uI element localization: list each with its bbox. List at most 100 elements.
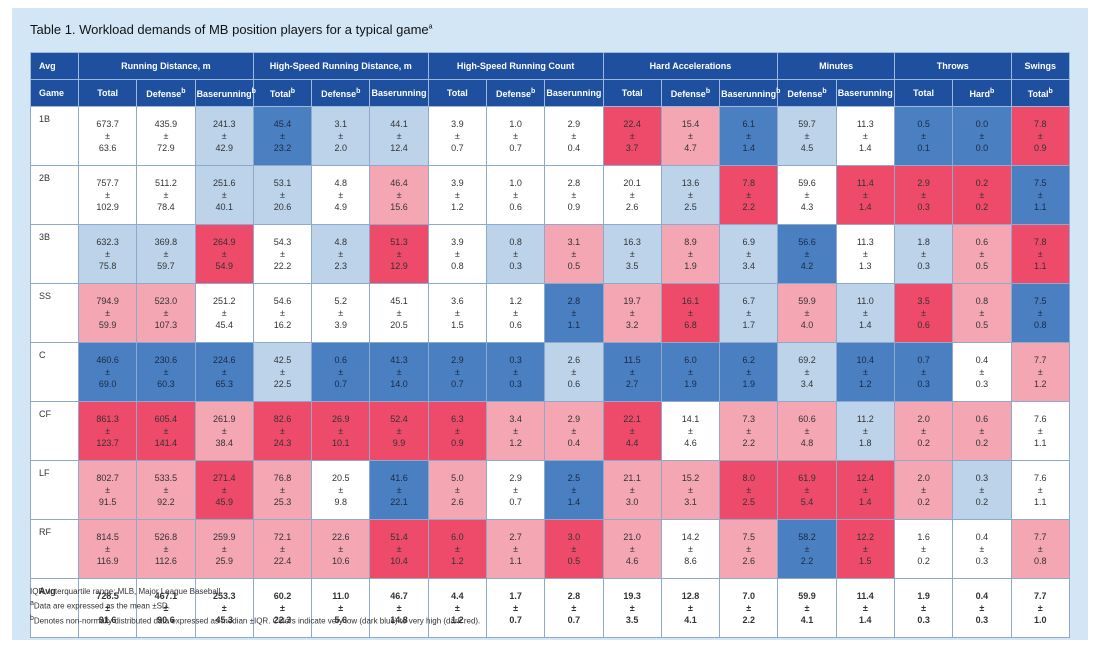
cell-sd: 59.9	[98, 320, 117, 330]
cell-mean: 1.0	[509, 178, 522, 188]
cell-pm: ±	[513, 603, 519, 613]
cell-pm: ±	[221, 249, 227, 259]
cell-sd: 0.1	[917, 143, 930, 153]
cell-pm: ±	[454, 544, 460, 554]
data-cell: 11.0 ±5.6	[311, 578, 371, 638]
cell-mean: 6.9	[742, 237, 755, 247]
cell-mean: 3.1	[567, 237, 581, 247]
subheader-label: Total	[97, 88, 119, 98]
subheader-cell: Defenseb	[136, 79, 196, 107]
cell-mean: 0.8	[509, 237, 522, 247]
cell-pm: ±	[105, 544, 111, 554]
cell-mean: 7.7	[1033, 355, 1047, 365]
data-cell: 0.8 ±0.5	[952, 283, 1012, 343]
cell-mean: 2.9	[567, 414, 581, 424]
cell-mean: 632.3	[96, 237, 119, 247]
subheader-label: Game	[39, 88, 65, 98]
cell-mean: 76.8	[273, 473, 292, 483]
cell-pm: ±	[163, 603, 169, 613]
title-text: Table 1. Workload demands of MB position…	[30, 22, 429, 37]
row-label: 3B	[30, 224, 79, 284]
cell-sd: 91.5	[98, 497, 117, 507]
subheader-sup: b	[181, 87, 186, 95]
cell-pm: ±	[338, 308, 344, 318]
cell-sd: 16.2	[273, 320, 292, 330]
cell-pm: ±	[979, 131, 985, 141]
cell-pm: ±	[454, 603, 460, 613]
cell-mean: 241.3	[212, 119, 236, 129]
cell-pm: ±	[629, 544, 635, 554]
data-cell: 7.6 ±1.1	[1010, 460, 1070, 520]
cell-pm: ±	[629, 249, 635, 259]
cell-pm: ±	[396, 485, 402, 495]
cell-pm: ±	[979, 603, 985, 613]
data-cell: 53.1 ±20.6	[252, 165, 313, 225]
cell-mean: 794.9	[96, 296, 119, 306]
data-cell: 4.8 ±4.9	[311, 165, 371, 225]
cell-pm: ±	[105, 367, 111, 377]
cell-mean: 1.0	[509, 119, 522, 129]
data-cell: 12.8 ±4.1	[660, 578, 721, 638]
cell-mean: 11.0	[332, 591, 350, 601]
data-cell: 72.1 ±22.4	[252, 519, 313, 579]
cell-pm: ±	[221, 190, 227, 200]
cell-sd: 45.9	[215, 497, 233, 507]
cell-mean: 0.5	[917, 119, 930, 129]
cell-sd: 3.5	[625, 261, 639, 271]
cell-mean: 533.5	[154, 473, 178, 483]
cell-sd: 1.1	[1033, 438, 1047, 448]
cell-pm: ±	[105, 426, 111, 436]
cell-pm: ±	[921, 426, 927, 436]
subheader-sup: b	[356, 87, 361, 95]
cell-pm: ±	[862, 131, 868, 141]
data-row: 3B 632.3 ±75.8 369.8 ±59.7 264.9 ±54.9 54.3 ±22.…	[30, 224, 1070, 284]
cell-mean: 5.2	[334, 296, 348, 306]
cell-mean: 523.0	[154, 296, 178, 306]
cell-sd: 3.4	[800, 379, 814, 389]
data-cell: 14.2 ±8.6	[660, 519, 721, 579]
cell-sd: 10.1	[332, 438, 350, 448]
cell-sd: 0.4	[567, 438, 581, 448]
data-row: 2B 757.7 ±102.9 511.2 ±78.4 251.6 ±40.1 53.1 ±20…	[30, 165, 1070, 225]
cell-mean: 45.4	[273, 119, 292, 129]
cell-sd: 69.0	[98, 379, 117, 389]
cell-sd: 0.3	[917, 261, 930, 271]
data-cell: 22.6 ±10.6	[311, 519, 371, 579]
cell-mean: 5.0	[451, 473, 464, 483]
cell-sd: 1.4	[859, 202, 872, 212]
data-cell: 56.6 ±4.2	[777, 224, 837, 284]
data-cell: 14.1 ±4.6	[660, 401, 721, 461]
cell-pm: ±	[804, 367, 810, 377]
cell-sd: 6.8	[684, 320, 697, 330]
table-panel: Table 1. Workload demands of MB position…	[12, 8, 1088, 640]
data-cell: 460.6 ±69.0	[77, 342, 138, 402]
cell-mean: 12.8	[681, 591, 700, 601]
cell-pm: ±	[513, 485, 519, 495]
cell-pm: ±	[804, 426, 810, 436]
subheader-cell: Defenseb	[777, 79, 837, 107]
cell-mean: 59.6	[798, 178, 816, 188]
cell-pm: ±	[105, 249, 111, 259]
cell-sd: 0.3	[509, 261, 522, 271]
cell-mean: 369.8	[154, 237, 178, 247]
cell-pm: ±	[513, 249, 519, 259]
cell-mean: 0.6	[975, 237, 989, 247]
subheader-label: Defense	[146, 88, 182, 99]
data-cell: 22.1 ±4.4	[602, 401, 662, 461]
cell-pm: ±	[687, 544, 693, 554]
cell-mean: 8.0	[742, 473, 755, 483]
row-label: LF	[30, 460, 79, 520]
cell-pm: ±	[163, 367, 169, 377]
cell-pm: ±	[280, 367, 285, 377]
data-cell: 251.2 ±45.4	[194, 283, 254, 343]
data-cell: 757.7 ±102.9	[77, 165, 138, 225]
cell-mean: 3.4	[509, 414, 522, 424]
cell-mean: 1.9	[917, 591, 930, 601]
subheader-cell: Baserunning	[544, 79, 604, 107]
cell-pm: ±	[804, 485, 810, 495]
cell-pm: ±	[862, 485, 868, 495]
data-cell: 3.9 ±0.7	[427, 106, 487, 166]
cell-pm: ±	[862, 249, 868, 259]
cell-sd: 2.2	[800, 556, 814, 566]
data-cell: 0.3 ±0.3	[485, 342, 546, 402]
